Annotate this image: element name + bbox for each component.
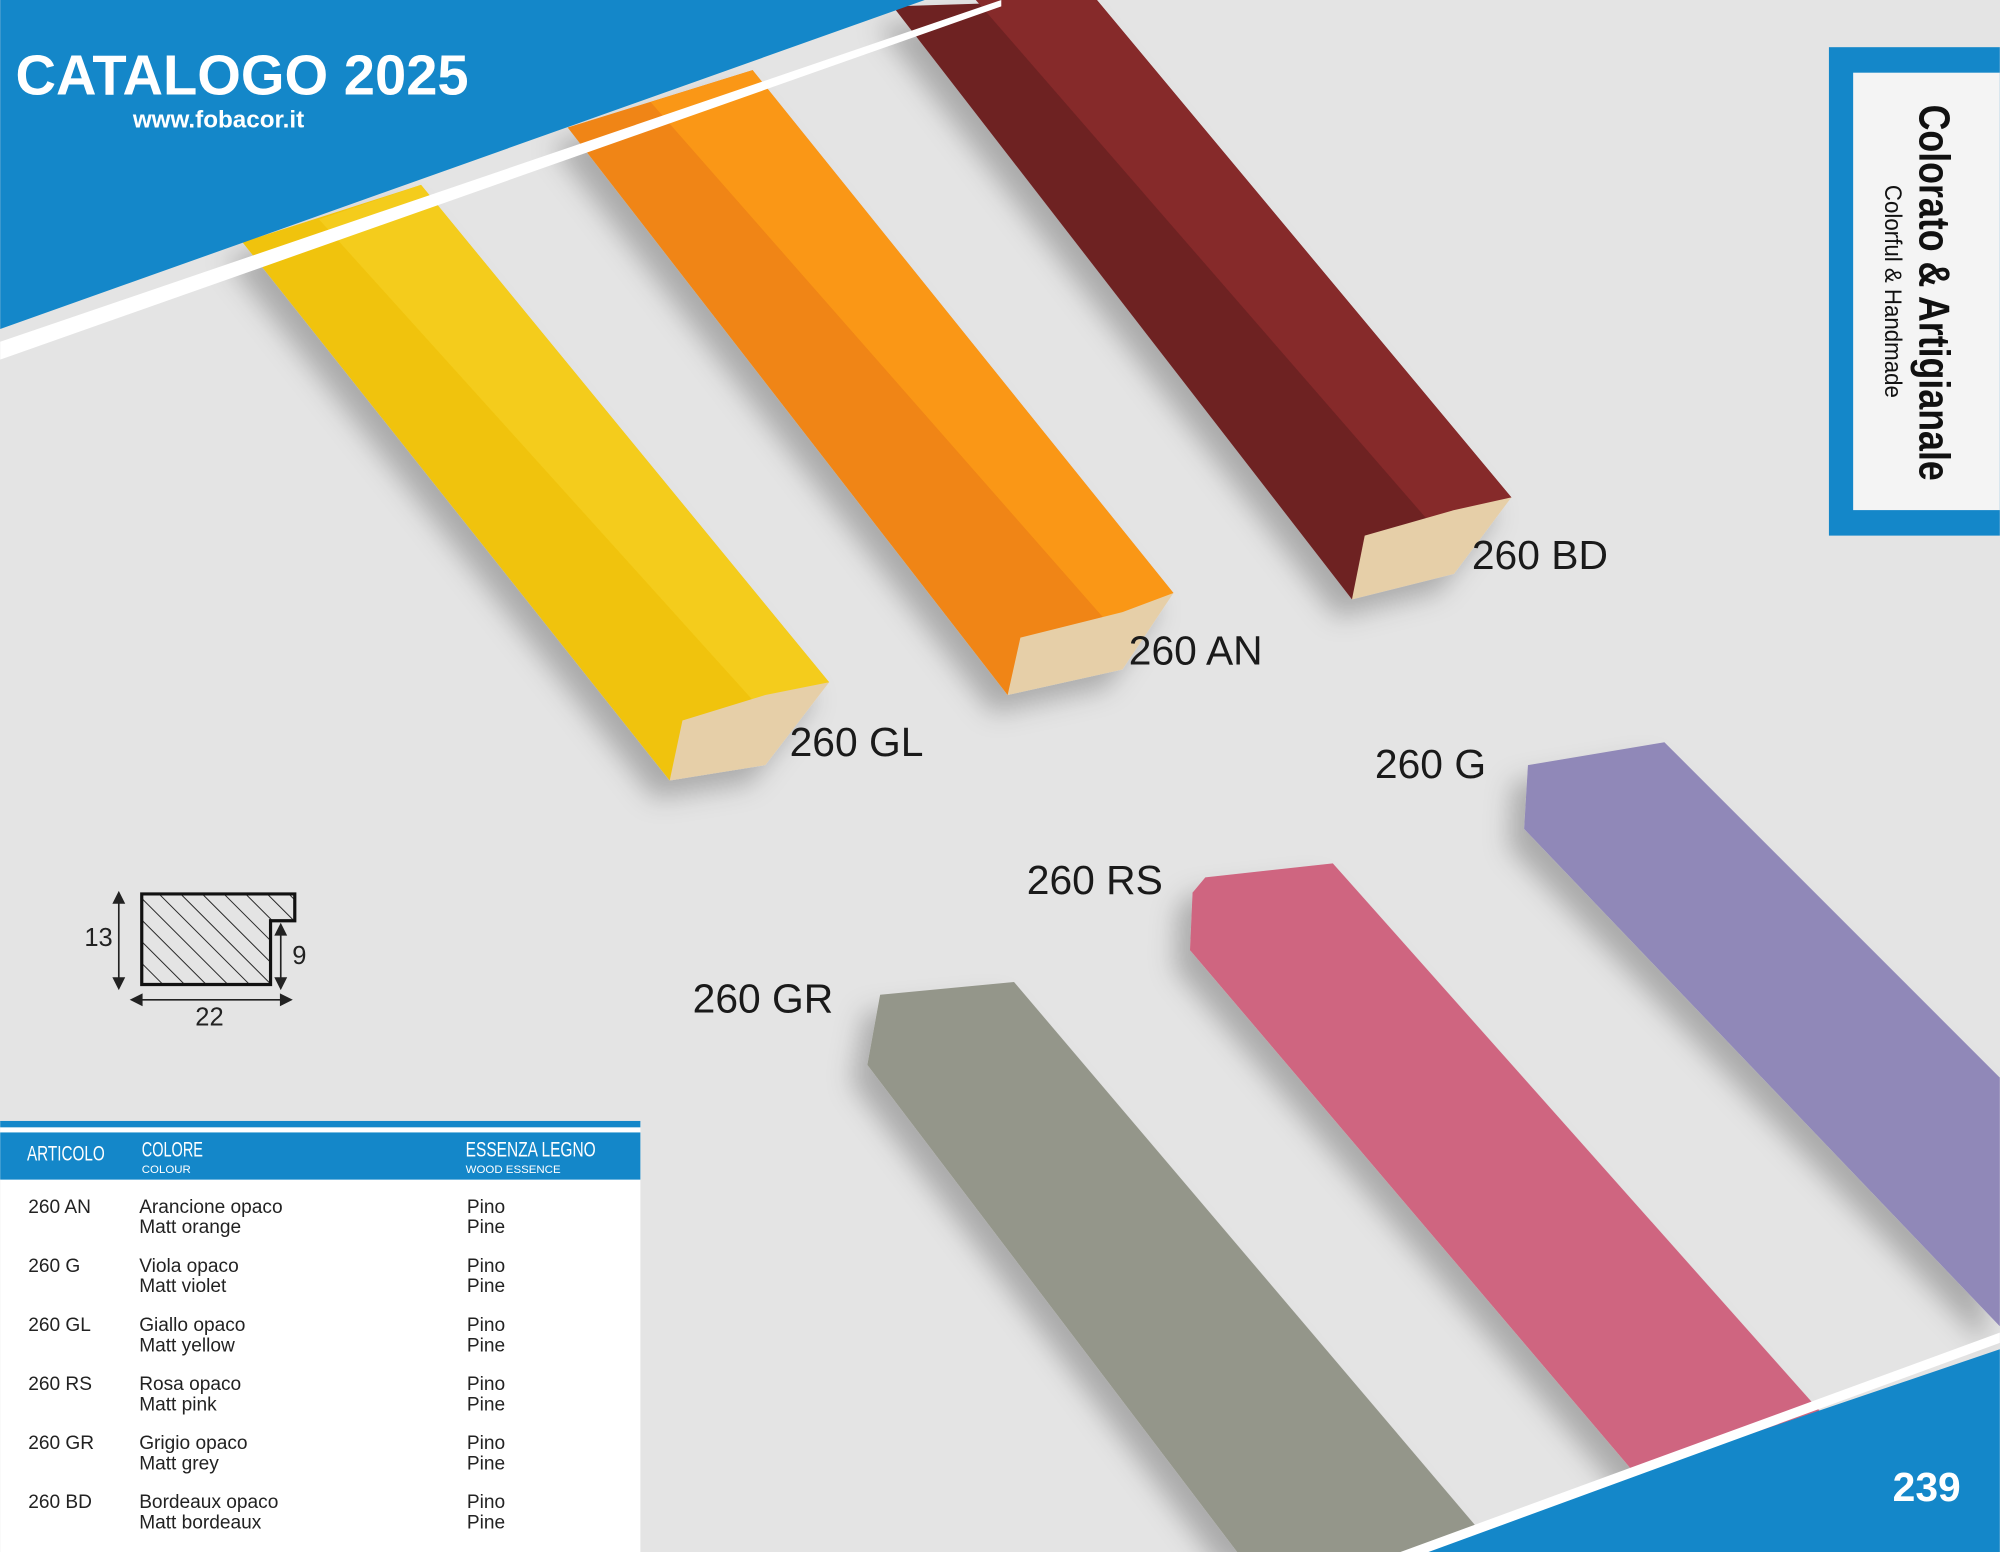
row-wood: Pine <box>467 1453 505 1474</box>
row-color: Matt violet <box>139 1276 227 1297</box>
row-color: Rosa opaco <box>139 1374 241 1395</box>
side-panel <box>1853 72 2000 511</box>
row-wood: Pino <box>467 1492 505 1513</box>
header-stripe <box>0 0 1002 360</box>
side-subtitle: Colorful & Handmade <box>1879 185 1906 398</box>
molding-bordeaux <box>892 0 1512 600</box>
row-code: 260 BD <box>28 1492 92 1513</box>
row-wood: Pine <box>467 1335 505 1356</box>
row-code: 260 GR <box>28 1433 94 1454</box>
page-number: 239 <box>1893 1464 1961 1510</box>
product-label: 260 RS <box>1027 857 1163 903</box>
row-code: 260 RS <box>28 1374 92 1395</box>
row-color: Viola opaco <box>139 1256 239 1277</box>
website: www.fobacor.it <box>132 107 304 134</box>
row-color: Matt grey <box>139 1453 219 1474</box>
row-wood: Pino <box>467 1374 505 1395</box>
profile-height: 13 <box>84 924 112 952</box>
product-label: 260 GL <box>790 719 924 765</box>
row-wood: Pine <box>467 1394 505 1415</box>
row-color: Bordeaux opaco <box>139 1492 278 1513</box>
row-wood: Pino <box>467 1256 505 1277</box>
molding-orange-face <box>650 70 1174 625</box>
molding-orange <box>567 70 1174 696</box>
row-color: Matt pink <box>139 1394 217 1415</box>
column-header: ARTICOLO <box>27 1140 105 1165</box>
dimension-lines <box>112 890 293 1007</box>
molding-bordeaux-face <box>975 0 1512 536</box>
column-subheader: WOOD ESSENCE <box>466 1164 561 1176</box>
molding-yellow-face <box>319 184 830 715</box>
row-code: 260 AN <box>28 1197 91 1218</box>
side-title: Colorato & Artigianale <box>1909 105 1957 481</box>
row-wood: Pine <box>467 1217 505 1238</box>
wood-end <box>669 682 830 781</box>
wood-end <box>1351 497 1512 600</box>
molding-violet <box>1524 742 2000 1327</box>
molding-yellow <box>242 184 830 781</box>
wood-end <box>1007 592 1174 696</box>
row-wood: Pine <box>467 1276 505 1297</box>
footer-stripe <box>1400 1332 2000 1552</box>
catalog-title: CATALOGO 2025 <box>15 43 468 106</box>
row-color: Matt bordeaux <box>139 1512 262 1533</box>
header-band <box>0 0 925 330</box>
moldings <box>242 0 2000 1552</box>
row-wood: Pine <box>467 1512 505 1533</box>
profile-inner-height: 9 <box>292 942 306 970</box>
row-color: Grigio opaco <box>139 1433 247 1454</box>
table-rule <box>0 1120 641 1128</box>
column-subheader: COLOUR <box>142 1164 191 1176</box>
table-bg <box>0 1122 641 1552</box>
profile-width: 22 <box>195 1003 223 1031</box>
table: ARTICOLO COLORE COLOUR ESSENZA LEGNO WOO… <box>0 1120 641 1552</box>
molding-pink <box>1190 863 1824 1486</box>
row-wood: Pino <box>467 1197 505 1218</box>
row-color: Arancione opaco <box>139 1197 282 1218</box>
product-label: 260 BD <box>1472 532 1608 578</box>
row-wood: Pino <box>467 1433 505 1454</box>
column-header: ESSENZA LEGNO <box>466 1137 596 1162</box>
product-label: 260 AN <box>1129 627 1263 673</box>
product-label: 260 GR <box>693 976 834 1022</box>
row-color: Matt yellow <box>139 1335 235 1356</box>
row-color: Matt orange <box>139 1217 241 1238</box>
row-wood: Pino <box>467 1315 505 1336</box>
row-code: 260 GL <box>28 1315 91 1336</box>
column-header: COLORE <box>142 1137 203 1162</box>
product-label: 260 G <box>1375 741 1486 787</box>
row-code: 260 G <box>28 1256 80 1277</box>
profile-section <box>140 892 297 987</box>
molding-grey <box>867 981 1480 1552</box>
row-color: Giallo opaco <box>139 1315 245 1336</box>
table-header <box>0 1132 641 1180</box>
